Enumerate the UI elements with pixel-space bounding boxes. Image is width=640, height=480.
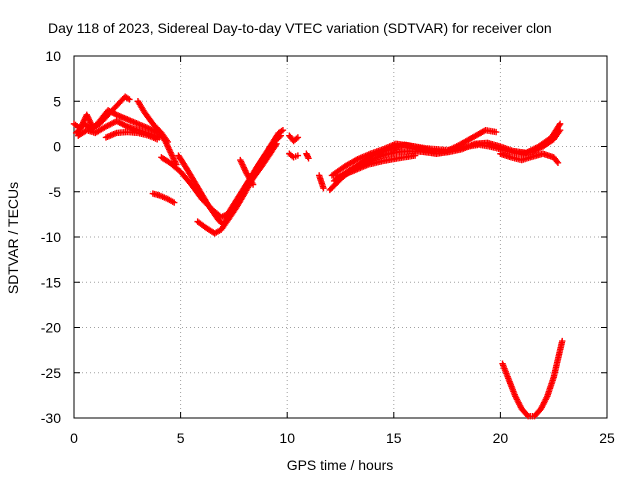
y-tick-label: -10 (41, 229, 61, 245)
x-axis-label: GPS time / hours (287, 457, 394, 473)
data-point-marker (276, 133, 283, 141)
series-arc-2 (72, 107, 180, 168)
series-arc-9 (194, 140, 280, 237)
series-arc-4 (102, 128, 161, 143)
y-tick-label: -25 (41, 365, 61, 381)
data-point-marker (559, 337, 566, 345)
series-arc-3 (75, 117, 163, 141)
series-arc-5 (134, 98, 172, 146)
y-tick-label: -30 (41, 410, 61, 426)
data-point-marker (279, 127, 287, 134)
x-tick-label: 25 (599, 430, 615, 446)
y-tick-label: -20 (41, 320, 61, 336)
data-point-marker (278, 127, 285, 135)
data-point-marker (294, 134, 302, 141)
x-tick-label: 20 (493, 430, 509, 446)
y-tick-label: -15 (41, 274, 61, 290)
data-point-marker (293, 135, 300, 142)
x-tick-label: 10 (279, 430, 295, 446)
series-arc-13 (303, 150, 312, 162)
data-point-marker (171, 199, 178, 206)
y-tick-label: 0 (53, 139, 61, 155)
series-arc-17 (328, 127, 500, 179)
data-point-marker (112, 110, 119, 118)
x-tick-label: 5 (177, 430, 185, 446)
data-point-marker (164, 138, 172, 146)
series-arc-6 (149, 190, 178, 206)
data-point-marker (126, 96, 133, 103)
y-tick-label: 10 (45, 48, 61, 64)
data-point-marker (556, 122, 563, 129)
data-point-marker (272, 142, 279, 149)
series-arc-10 (237, 156, 257, 188)
data-point-marker (153, 136, 161, 143)
data-point-marker (554, 159, 562, 166)
series-arc-18 (333, 152, 419, 182)
y-tick-label: 5 (53, 93, 61, 109)
chart-title: Day 118 of 2023, Sidereal Day-to-day VTE… (48, 20, 552, 36)
data-point-marker (556, 120, 564, 128)
grid (74, 56, 607, 418)
series-arc-19 (497, 150, 562, 166)
x-tick-label: 0 (70, 430, 78, 446)
series-arc-12 (286, 150, 302, 161)
x-tick-label: 15 (386, 430, 402, 446)
data-point-marker (320, 184, 327, 192)
axis-ticks: 0 5 10 15 20 25 -30 -25 -20 -15 -10 -5 0 5 10 (41, 48, 615, 446)
data-point-marker (492, 128, 500, 136)
data-point-marker (523, 411, 531, 419)
series-arc-11 (286, 132, 302, 145)
series-arc-14 (315, 172, 327, 192)
data-point-marker (305, 155, 312, 162)
data-point-marker (249, 181, 257, 188)
data-point-marker (124, 95, 132, 102)
y-tick-label: -5 (49, 184, 62, 200)
data-point-marker (553, 158, 561, 165)
data-point-marker (294, 152, 302, 159)
series-arc-20 (499, 337, 566, 420)
y-axis-label: SDTVAR / TECUs (5, 182, 21, 294)
data-point-marker (273, 140, 280, 147)
data-points (70, 93, 566, 420)
data-point-marker (411, 152, 419, 159)
data-point-marker (277, 132, 285, 139)
